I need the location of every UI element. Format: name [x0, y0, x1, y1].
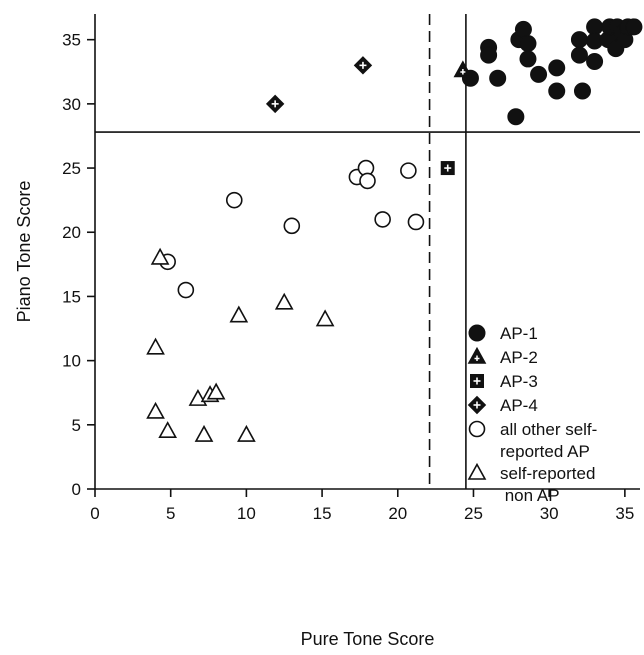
point-self-reported-non-ap	[274, 292, 294, 310]
x-tick-label: 10	[237, 504, 256, 523]
point-ap-1	[489, 69, 507, 87]
point-all-other-self-reported-ap	[283, 217, 301, 235]
point-all-other-self-reported-ap	[359, 172, 376, 190]
point-ap-1	[530, 65, 548, 83]
legend-marker-all-other-self-reported-ap	[468, 420, 486, 438]
point-ap-2	[453, 60, 473, 78]
point-all-other-self-reported-ap	[225, 191, 243, 209]
point-self-reported-non-ap	[237, 424, 256, 442]
point-ap-1	[586, 18, 604, 36]
point-all-other-self-reported-ap	[374, 211, 391, 228]
reference-lines	[95, 14, 640, 489]
point-ap-1	[514, 20, 532, 38]
point-ap-1	[586, 53, 604, 70]
point-ap-1	[548, 59, 566, 77]
y-tick-label: 30	[62, 95, 81, 114]
y-tick-label: 20	[62, 223, 81, 242]
data-points	[146, 18, 643, 442]
y-tick-label: 0	[72, 480, 81, 499]
x-tick-label: 15	[313, 504, 332, 523]
legend: AP-1 AP-2 AP-3 AP-4 all other self-reported …	[467, 324, 597, 505]
y-axis-label: Piano Tone Score	[14, 181, 34, 323]
point-ap-1	[507, 108, 525, 126]
point-ap-1	[548, 82, 566, 100]
legend-label-self-reported-non-ap: self-reported non AP	[500, 464, 595, 505]
point-ap-1	[480, 46, 498, 64]
point-ap-4	[353, 56, 373, 75]
point-self-reported-non-ap	[158, 421, 178, 439]
legend-marker-ap-1	[468, 324, 486, 342]
point-self-reported-non-ap	[194, 424, 214, 442]
x-tick-label: 20	[388, 504, 407, 523]
legend-marker-self-reported-non-ap	[467, 462, 487, 480]
point-self-reported-non-ap	[146, 337, 165, 355]
x-tick-label: 5	[166, 504, 175, 523]
legend-marker-ap-3	[470, 374, 484, 388]
axes: 0 5 10 15 20 25 30 35 0 5 10 15 20 25 30 35	[62, 14, 640, 523]
point-all-other-self-reported-ap	[177, 281, 195, 299]
point-self-reported-non-ap	[150, 247, 170, 265]
y-tick-label: 15	[62, 287, 81, 306]
x-tick-label: 30	[540, 504, 559, 523]
x-tick-label: 0	[90, 504, 99, 523]
point-self-reported-non-ap	[146, 401, 165, 419]
y-tick-label: 35	[62, 31, 81, 50]
legend-label-ap-4: AP-4	[500, 396, 538, 415]
legend-label-ap-1: AP-1	[500, 324, 538, 343]
point-ap-1	[570, 31, 588, 49]
point-ap-1	[625, 18, 643, 36]
x-tick-label: 35	[615, 504, 634, 523]
x-tick-label: 25	[464, 504, 483, 523]
point-ap-3	[440, 161, 455, 176]
legend-label-all-other-self-reported-ap: all other self-reported AP	[500, 420, 597, 461]
legend-label-ap-2: AP-2	[500, 348, 538, 367]
point-all-other-self-reported-ap	[400, 162, 417, 179]
point-ap-1	[519, 50, 537, 68]
point-ap-4	[265, 94, 285, 114]
y-tick-label: 5	[72, 416, 81, 435]
legend-marker-ap-2	[467, 346, 487, 364]
legend-label-ap-3: AP-3	[500, 372, 538, 391]
point-all-other-self-reported-ap	[407, 213, 425, 231]
point-self-reported-non-ap	[206, 382, 226, 400]
x-axis-label: Pure Tone Score	[301, 629, 435, 649]
y-tick-label: 10	[62, 352, 81, 371]
point-self-reported-non-ap	[315, 309, 335, 327]
point-ap-1	[573, 82, 591, 100]
y-tick-label: 25	[62, 159, 81, 178]
point-ap-1	[570, 46, 588, 64]
point-ap-1	[519, 35, 537, 53]
legend-marker-ap-4	[467, 395, 487, 415]
point-self-reported-non-ap	[229, 305, 249, 323]
